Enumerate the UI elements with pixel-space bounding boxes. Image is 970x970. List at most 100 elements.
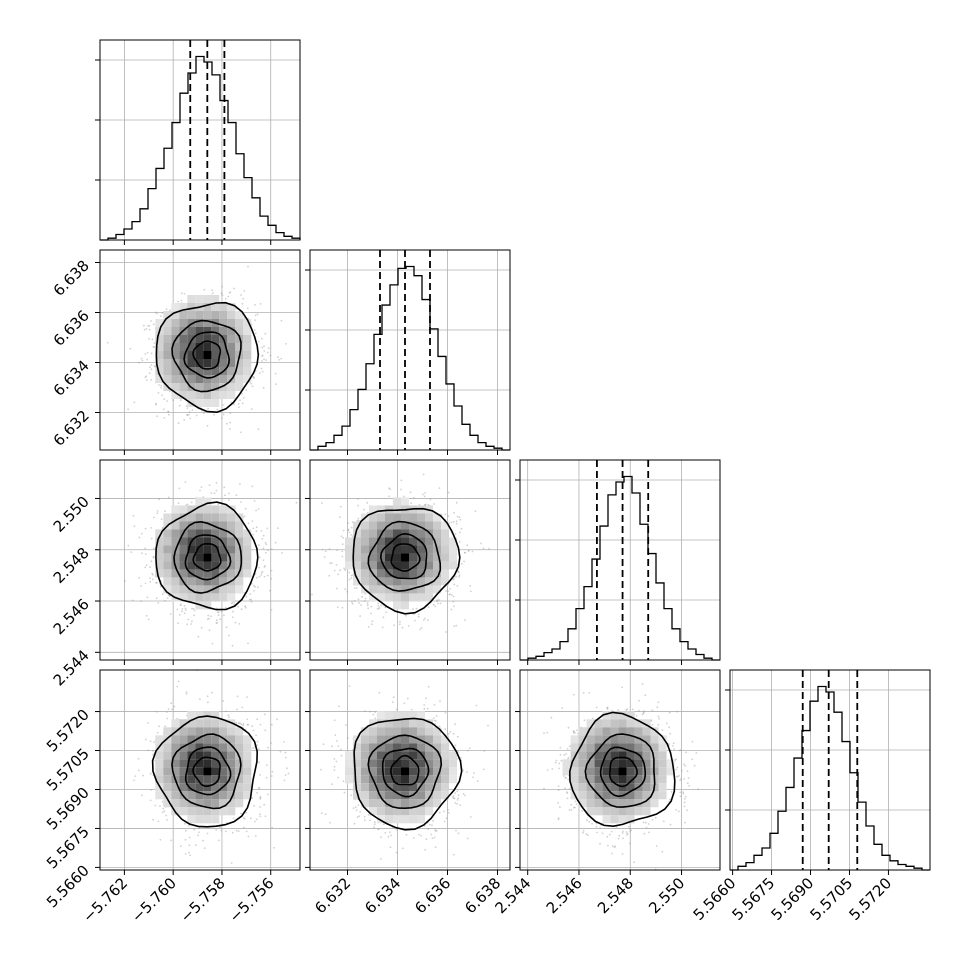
density-cell [163,791,172,800]
density-cell [187,327,196,335]
scatter-point [199,489,201,492]
scatter-point [633,861,635,864]
scatter-point [341,555,344,558]
scatter-point [671,745,674,747]
density-cell [578,767,587,776]
scatter-point [150,364,153,366]
scatter-point [691,740,694,743]
scatter-point [264,713,266,716]
scatter-point [387,835,390,838]
scatter-point [215,619,218,622]
scatter-point [357,498,360,500]
density-cell [155,735,164,744]
density-cell [409,521,417,530]
scatter-point [372,713,375,716]
scatter-point [161,526,164,529]
scatter-point [267,347,270,349]
scatter-point [324,813,327,816]
density-cell [155,375,164,383]
scatter-point [456,790,459,793]
density-cell [393,601,401,610]
scatter-point [348,531,351,534]
scatter-point [254,835,257,837]
density-cell [401,807,409,816]
density-cell [586,751,595,760]
scatter-point [211,289,214,292]
density-cell [179,593,188,602]
density-cell [235,521,244,530]
scatter-point [424,503,427,506]
scatter-point [261,346,264,349]
density-cell [243,537,252,546]
density-cell [235,367,244,375]
scatter-point [651,819,654,821]
scatter-point [162,807,165,810]
density-cell [377,569,385,578]
scatter-point [564,777,567,779]
scatter-point [244,605,247,608]
scatter-point [674,759,677,761]
density-cell [449,553,457,562]
scatter-point [568,745,571,748]
density-cell [211,561,220,570]
scatter-point [412,608,414,611]
scatter-point [177,622,180,625]
histogram-step-line [100,55,301,241]
density-cell [393,775,401,784]
scatter-point [434,605,437,608]
density-cell [369,727,377,736]
scatter-point [559,747,562,749]
scatter-point [232,817,235,820]
scatter-point [238,406,240,409]
scatter-point [391,701,394,704]
density-cell [449,537,457,546]
density-cell [345,775,353,784]
density-cell [195,561,204,570]
scatter-point [263,358,265,361]
x-tick-label: −5.760 [128,874,180,926]
scatter-point [250,382,253,385]
scatter-point [456,515,459,518]
scatter-point [257,787,260,789]
density-cell [155,537,164,546]
scatter-point [203,288,206,291]
density-cell [361,521,369,530]
density-cell [195,727,204,736]
density-cell [211,759,220,768]
density-cell [211,553,220,562]
scatter-point [676,710,678,713]
scatter-point [224,710,227,713]
scatter-point [335,760,338,763]
density-cell [361,791,369,800]
density-cell [235,799,244,808]
density-cell [602,815,611,824]
scatter-point [643,832,646,835]
scatter-point [177,502,180,505]
scatter-point [353,822,356,825]
scatter-point [466,544,468,547]
scatter-point [263,350,266,352]
density-cell [219,791,228,800]
density-cell [187,593,196,602]
scatter-point [151,573,154,576]
density-cell [353,767,361,776]
scatter-point [456,803,459,805]
scatter-point [256,740,259,743]
scatter-point [340,754,343,757]
scatter-point [347,522,349,524]
scatter-point [445,631,448,633]
density-cell [385,751,393,760]
density-cell [187,505,196,514]
density-cell [618,711,627,720]
scatter-point [546,769,549,771]
density-cell [195,735,204,744]
scatter-point [436,599,439,602]
scatter-point [389,488,392,491]
density-cell [417,513,425,522]
scatter-point [406,697,409,700]
scatter-point [270,742,272,744]
scatter-point [185,405,188,407]
panel-border [309,459,511,661]
scatter-point [366,602,369,605]
scatter-point [452,795,455,797]
